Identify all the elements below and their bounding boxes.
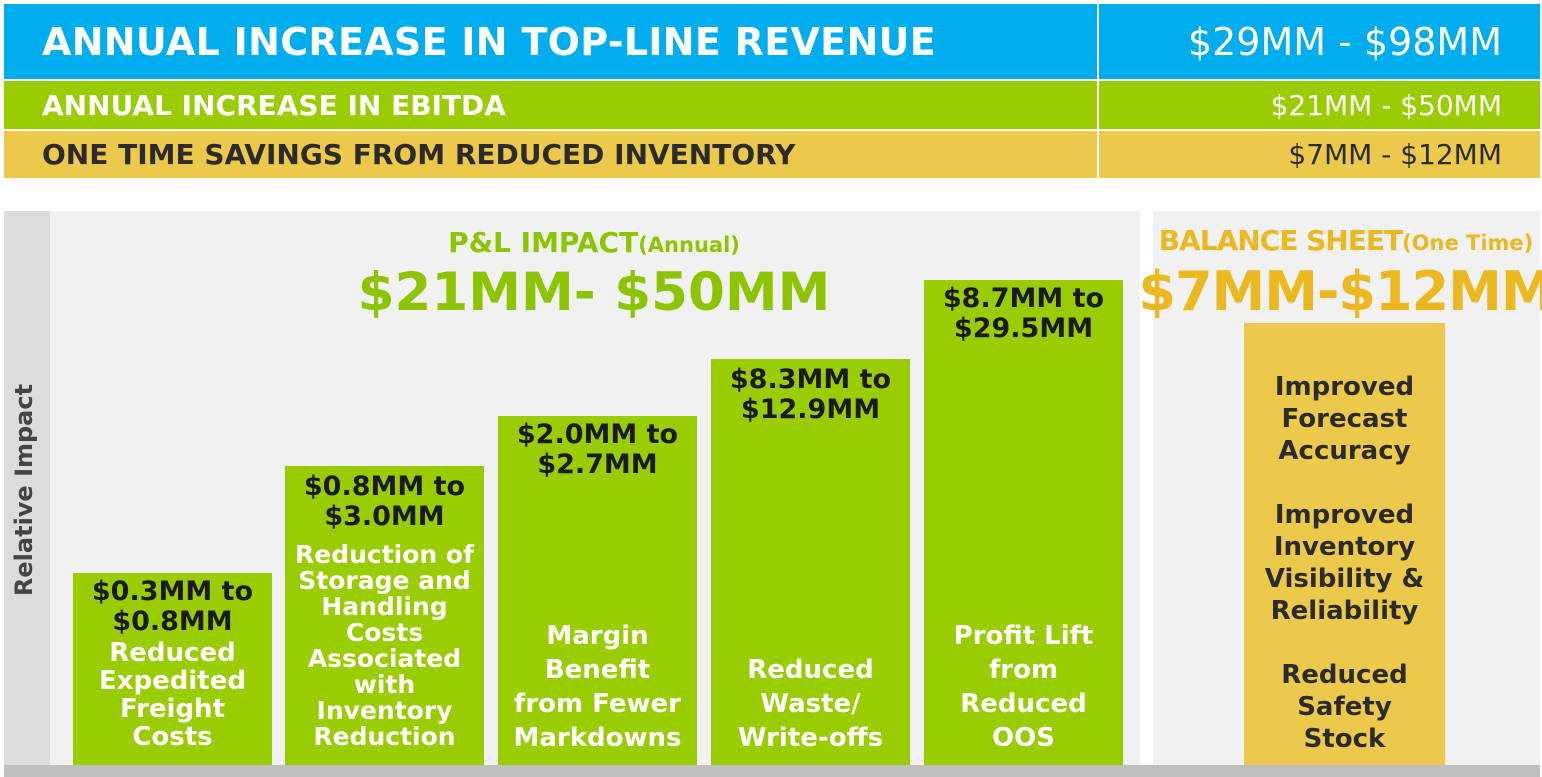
revenue-label: ANNUAL INCREASE IN TOP-LINE REVENUE — [42, 19, 936, 64]
bar-value-label: $0.8MM to $3.0MM — [303, 471, 466, 532]
ebitda-label: ANNUAL INCREASE IN EBITDA — [42, 88, 506, 122]
pl-title-sub: (Annual) — [638, 233, 740, 257]
bs-item-forecast: Improved Forecast Accuracy — [1274, 372, 1415, 466]
row-divider — [1097, 131, 1099, 178]
bottom-baseline — [4, 765, 1540, 777]
row-divider — [1097, 4, 1099, 79]
inventory-value: $7MM - $12MM — [1288, 138, 1502, 171]
ebitda-summary-row: ANNUAL INCREASE IN EBITDA $21MM - $50MM — [4, 81, 1540, 129]
revenue-summary-row: ANNUAL INCREASE IN TOP-LINE REVENUE $29M… — [4, 4, 1540, 79]
ebitda-value: $21MM - $50MM — [1270, 88, 1502, 122]
bar-category-label: Reduced Waste/ Write-offs — [737, 655, 884, 753]
balance-sheet-title: BALANCE SHEET(One Time) — [1159, 224, 1534, 257]
revenue-value: $29MM - $98MM — [1187, 19, 1502, 64]
pl-impact-title: P&L IMPACT(Annual) — [448, 226, 740, 259]
bar-value-label: $2.0MM to $2.7MM — [516, 419, 679, 480]
pl-title-main: P&L IMPACT — [448, 226, 639, 259]
bar-value-label: $0.3MM to $0.8MM — [91, 576, 254, 637]
pl-impact-value: $21MM- $50MM — [357, 262, 831, 323]
bar-expedited-freight: $0.3MM to $0.8MM Reduced Expedited Freig… — [73, 573, 272, 765]
balance-sheet-value: $7MM-$12MM — [1138, 260, 1542, 323]
y-axis-label: Relative Impact — [10, 383, 38, 597]
bar-profit-lift-oos: $8.7MM to $29.5MM Profit Lift from Reduc… — [924, 280, 1123, 765]
row-divider — [1097, 81, 1099, 129]
bar-category-label: Reduction of Storage and Handling Costs … — [295, 540, 474, 751]
inventory-summary-row: ONE TIME SAVINGS FROM REDUCED INVENTORY … — [4, 131, 1540, 178]
bar-value-label: $8.3MM to $12.9MM — [729, 364, 892, 425]
bs-title-main: BALANCE SHEET — [1158, 224, 1403, 257]
bar-storage-handling: $0.8MM to $3.0MM Reduction of Storage an… — [285, 466, 484, 765]
balance-sheet-box: Improved Forecast Accuracy Improved Inve… — [1244, 323, 1445, 765]
bar-value-label: $8.7MM to $29.5MM — [942, 283, 1105, 344]
bs-item-safety-stock: Reduced Safety Stock — [1281, 660, 1408, 754]
y-axis-strip — [4, 211, 50, 765]
bar-category-label: Reduced Expedited Freight Costs — [99, 638, 246, 752]
inventory-label: ONE TIME SAVINGS FROM REDUCED INVENTORY — [42, 138, 796, 171]
bar-category-label: Profit Lift from Reduced OOS — [953, 621, 1094, 753]
bs-title-sub: (One Time) — [1402, 231, 1534, 255]
bs-item-visibility: Improved Inventory Visibility & Reliabil… — [1264, 500, 1425, 626]
bar-waste-writeoffs: $8.3MM to $12.9MM Reduced Waste/ Write-o… — [711, 359, 910, 765]
bar-category-label: Margin Benefit from Fewer Markdowns — [513, 621, 682, 753]
bar-markdowns: $2.0MM to $2.7MM Margin Benefit from Few… — [498, 416, 697, 765]
